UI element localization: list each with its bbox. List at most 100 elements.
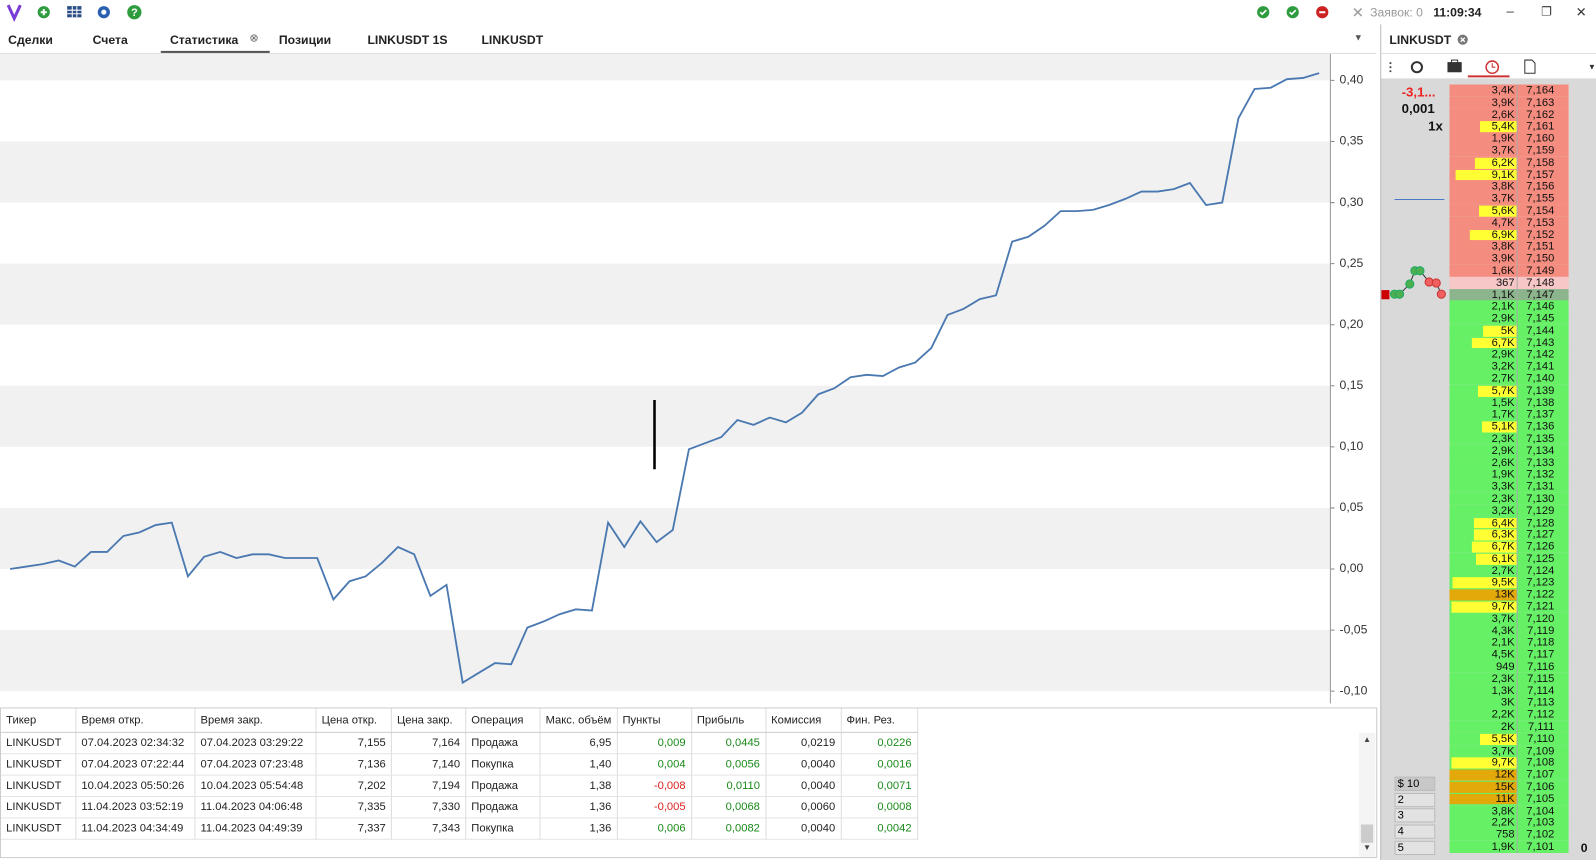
book-price[interactable]: 7,143 [1526, 336, 1555, 349]
tab[interactable]: Статистика [169, 32, 239, 47]
book-price[interactable]: 7,117 [1527, 648, 1555, 661]
book-price[interactable]: 7,112 [1527, 708, 1555, 721]
book-price[interactable]: 7,146 [1526, 300, 1555, 313]
tab[interactable]: LINKUSDT 1S [367, 32, 448, 47]
book-price[interactable]: 7,151 [1526, 240, 1555, 253]
help-icon[interactable] [127, 5, 142, 20]
column-header[interactable]: Цена закр. [391, 708, 467, 733]
book-price[interactable]: 7,114 [1527, 684, 1555, 697]
book-price[interactable]: 7,137 [1526, 408, 1555, 421]
book-price[interactable]: 7,130 [1526, 492, 1555, 505]
column-header[interactable]: Макс. объём [539, 708, 618, 733]
column-header[interactable]: Операция [465, 708, 541, 733]
book-price[interactable]: 7,128 [1526, 516, 1555, 529]
tab[interactable]: Сделки [8, 32, 53, 47]
book-price[interactable]: 7,162 [1526, 108, 1555, 121]
tab-menu[interactable]: ▼ [1353, 32, 1363, 43]
restore-button[interactable]: ❐ [1541, 4, 1553, 19]
book-price[interactable]: 7,119 [1527, 624, 1555, 637]
volume-preset[interactable]: 2 [1394, 792, 1436, 807]
book-price[interactable]: 7,153 [1526, 216, 1555, 229]
book-price[interactable]: 7,116 [1527, 660, 1555, 673]
grid-icon[interactable] [67, 6, 82, 18]
column-header[interactable]: Комиссия [765, 708, 842, 733]
column-header[interactable]: Пункты [616, 708, 692, 733]
column-header[interactable]: Фин. Рез. [840, 708, 918, 733]
book-price[interactable]: 7,150 [1526, 252, 1555, 265]
minimize-button[interactable]: – [1506, 3, 1514, 19]
book-price[interactable]: 7,113 [1527, 696, 1555, 709]
book-price[interactable]: 7,106 [1526, 780, 1555, 793]
book-price[interactable]: 7,139 [1526, 384, 1555, 397]
volume-preset[interactable]: 3 [1394, 808, 1436, 823]
book-price[interactable]: 7,120 [1526, 612, 1555, 625]
scrollbar[interactable]: ▲ ▼ [1358, 732, 1376, 858]
book-price[interactable]: 7,142 [1526, 348, 1555, 361]
book-price[interactable]: 7,161 [1526, 120, 1555, 133]
tab[interactable]: Счета [92, 32, 128, 47]
book-price[interactable]: 7,152 [1526, 228, 1555, 241]
book-price[interactable]: 7,148 [1526, 276, 1555, 289]
book-price[interactable]: 7,163 [1526, 96, 1555, 109]
column-header[interactable]: Время откр. [75, 708, 196, 733]
book-price[interactable]: 7,121 [1526, 600, 1555, 613]
column-header[interactable]: Тикер [1, 708, 77, 733]
tab[interactable]: Позиции [278, 32, 332, 47]
book-price[interactable]: 7,125 [1526, 552, 1555, 565]
book-price[interactable]: 7,160 [1526, 132, 1555, 145]
volume-preset[interactable]: 5 [1394, 840, 1436, 855]
book-price[interactable]: 7,147 [1526, 288, 1555, 301]
book-tab[interactable]: LINKUSDT [1389, 32, 1452, 47]
book-price[interactable]: 7,129 [1526, 504, 1555, 517]
book-price[interactable]: 7,138 [1526, 396, 1555, 409]
book-price[interactable]: 7,101 [1526, 840, 1555, 853]
trade-row[interactable]: LINKUSDT 11.04.2023 03:52:19 11.04.2023 04… [1, 796, 918, 819]
book-price[interactable]: 7,104 [1526, 804, 1555, 817]
book-price[interactable]: 7,110 [1527, 732, 1555, 745]
trade-row[interactable]: LINKUSDT 07.04.2023 02:34:32 07.04.2023 03… [1, 732, 918, 755]
book-price[interactable]: 7,135 [1526, 432, 1555, 445]
tab[interactable]: LINKUSDT [481, 32, 544, 47]
book-price[interactable]: 7,140 [1526, 372, 1555, 385]
book-price[interactable]: 7,109 [1526, 744, 1555, 757]
book-price[interactable]: 7,124 [1526, 564, 1555, 577]
book-price[interactable]: 7,149 [1526, 264, 1555, 277]
book-price[interactable]: 7,122 [1526, 588, 1555, 601]
trade-row[interactable]: LINKUSDT 10.04.2023 05:50:26 10.04.2023 05… [1, 775, 918, 798]
book-price[interactable]: 7,105 [1526, 792, 1555, 805]
book-price[interactable]: 7,123 [1526, 576, 1555, 589]
book-price[interactable]: 7,154 [1526, 204, 1555, 217]
book-price[interactable]: 7,145 [1526, 312, 1555, 325]
book-price[interactable]: 7,103 [1526, 816, 1555, 829]
book-price[interactable]: 7,164 [1526, 84, 1555, 97]
book-price[interactable]: 7,118 [1527, 636, 1555, 649]
book-price[interactable]: 7,144 [1526, 324, 1555, 337]
book-price[interactable]: 7,136 [1526, 420, 1555, 433]
tab-close[interactable]: ⊗ [249, 32, 259, 45]
book-price[interactable]: 7,134 [1526, 444, 1555, 457]
tab-close[interactable] [1457, 34, 1469, 46]
book-price[interactable]: 7,111 [1527, 720, 1555, 733]
book-price[interactable]: 7,115 [1527, 672, 1555, 685]
trade-row[interactable]: LINKUSDT 07.04.2023 07:22:44 07.04.2023 07… [1, 753, 918, 776]
book-price[interactable]: 7,131 [1526, 480, 1555, 493]
book-price[interactable]: 7,102 [1526, 828, 1555, 841]
book-price[interactable]: 7,141 [1526, 360, 1555, 373]
book-price[interactable]: 7,157 [1526, 168, 1555, 181]
volume-preset[interactable]: 4 [1394, 824, 1436, 839]
volume-preset[interactable]: $ 10 [1394, 776, 1436, 791]
book-price[interactable]: 7,107 [1526, 768, 1555, 781]
book-price[interactable]: 7,156 [1526, 180, 1555, 193]
book-price[interactable]: 7,108 [1526, 756, 1555, 769]
book-price[interactable]: 7,158 [1526, 156, 1555, 169]
trade-row[interactable]: LINKUSDT 11.04.2023 04:34:49 11.04.2023 04… [1, 817, 918, 840]
column-header[interactable]: Цена откр. [316, 708, 392, 733]
book-price[interactable]: 7,126 [1526, 540, 1555, 553]
column-header[interactable]: Прибыль [691, 708, 767, 733]
book-price[interactable]: 7,155 [1526, 192, 1555, 205]
close-button[interactable]: ✕ [1575, 4, 1587, 20]
book-price[interactable]: 7,132 [1526, 468, 1555, 481]
book-price[interactable]: 7,159 [1526, 144, 1555, 157]
book-price[interactable]: 7,127 [1526, 528, 1555, 541]
column-header[interactable]: Время закр. [194, 708, 317, 733]
